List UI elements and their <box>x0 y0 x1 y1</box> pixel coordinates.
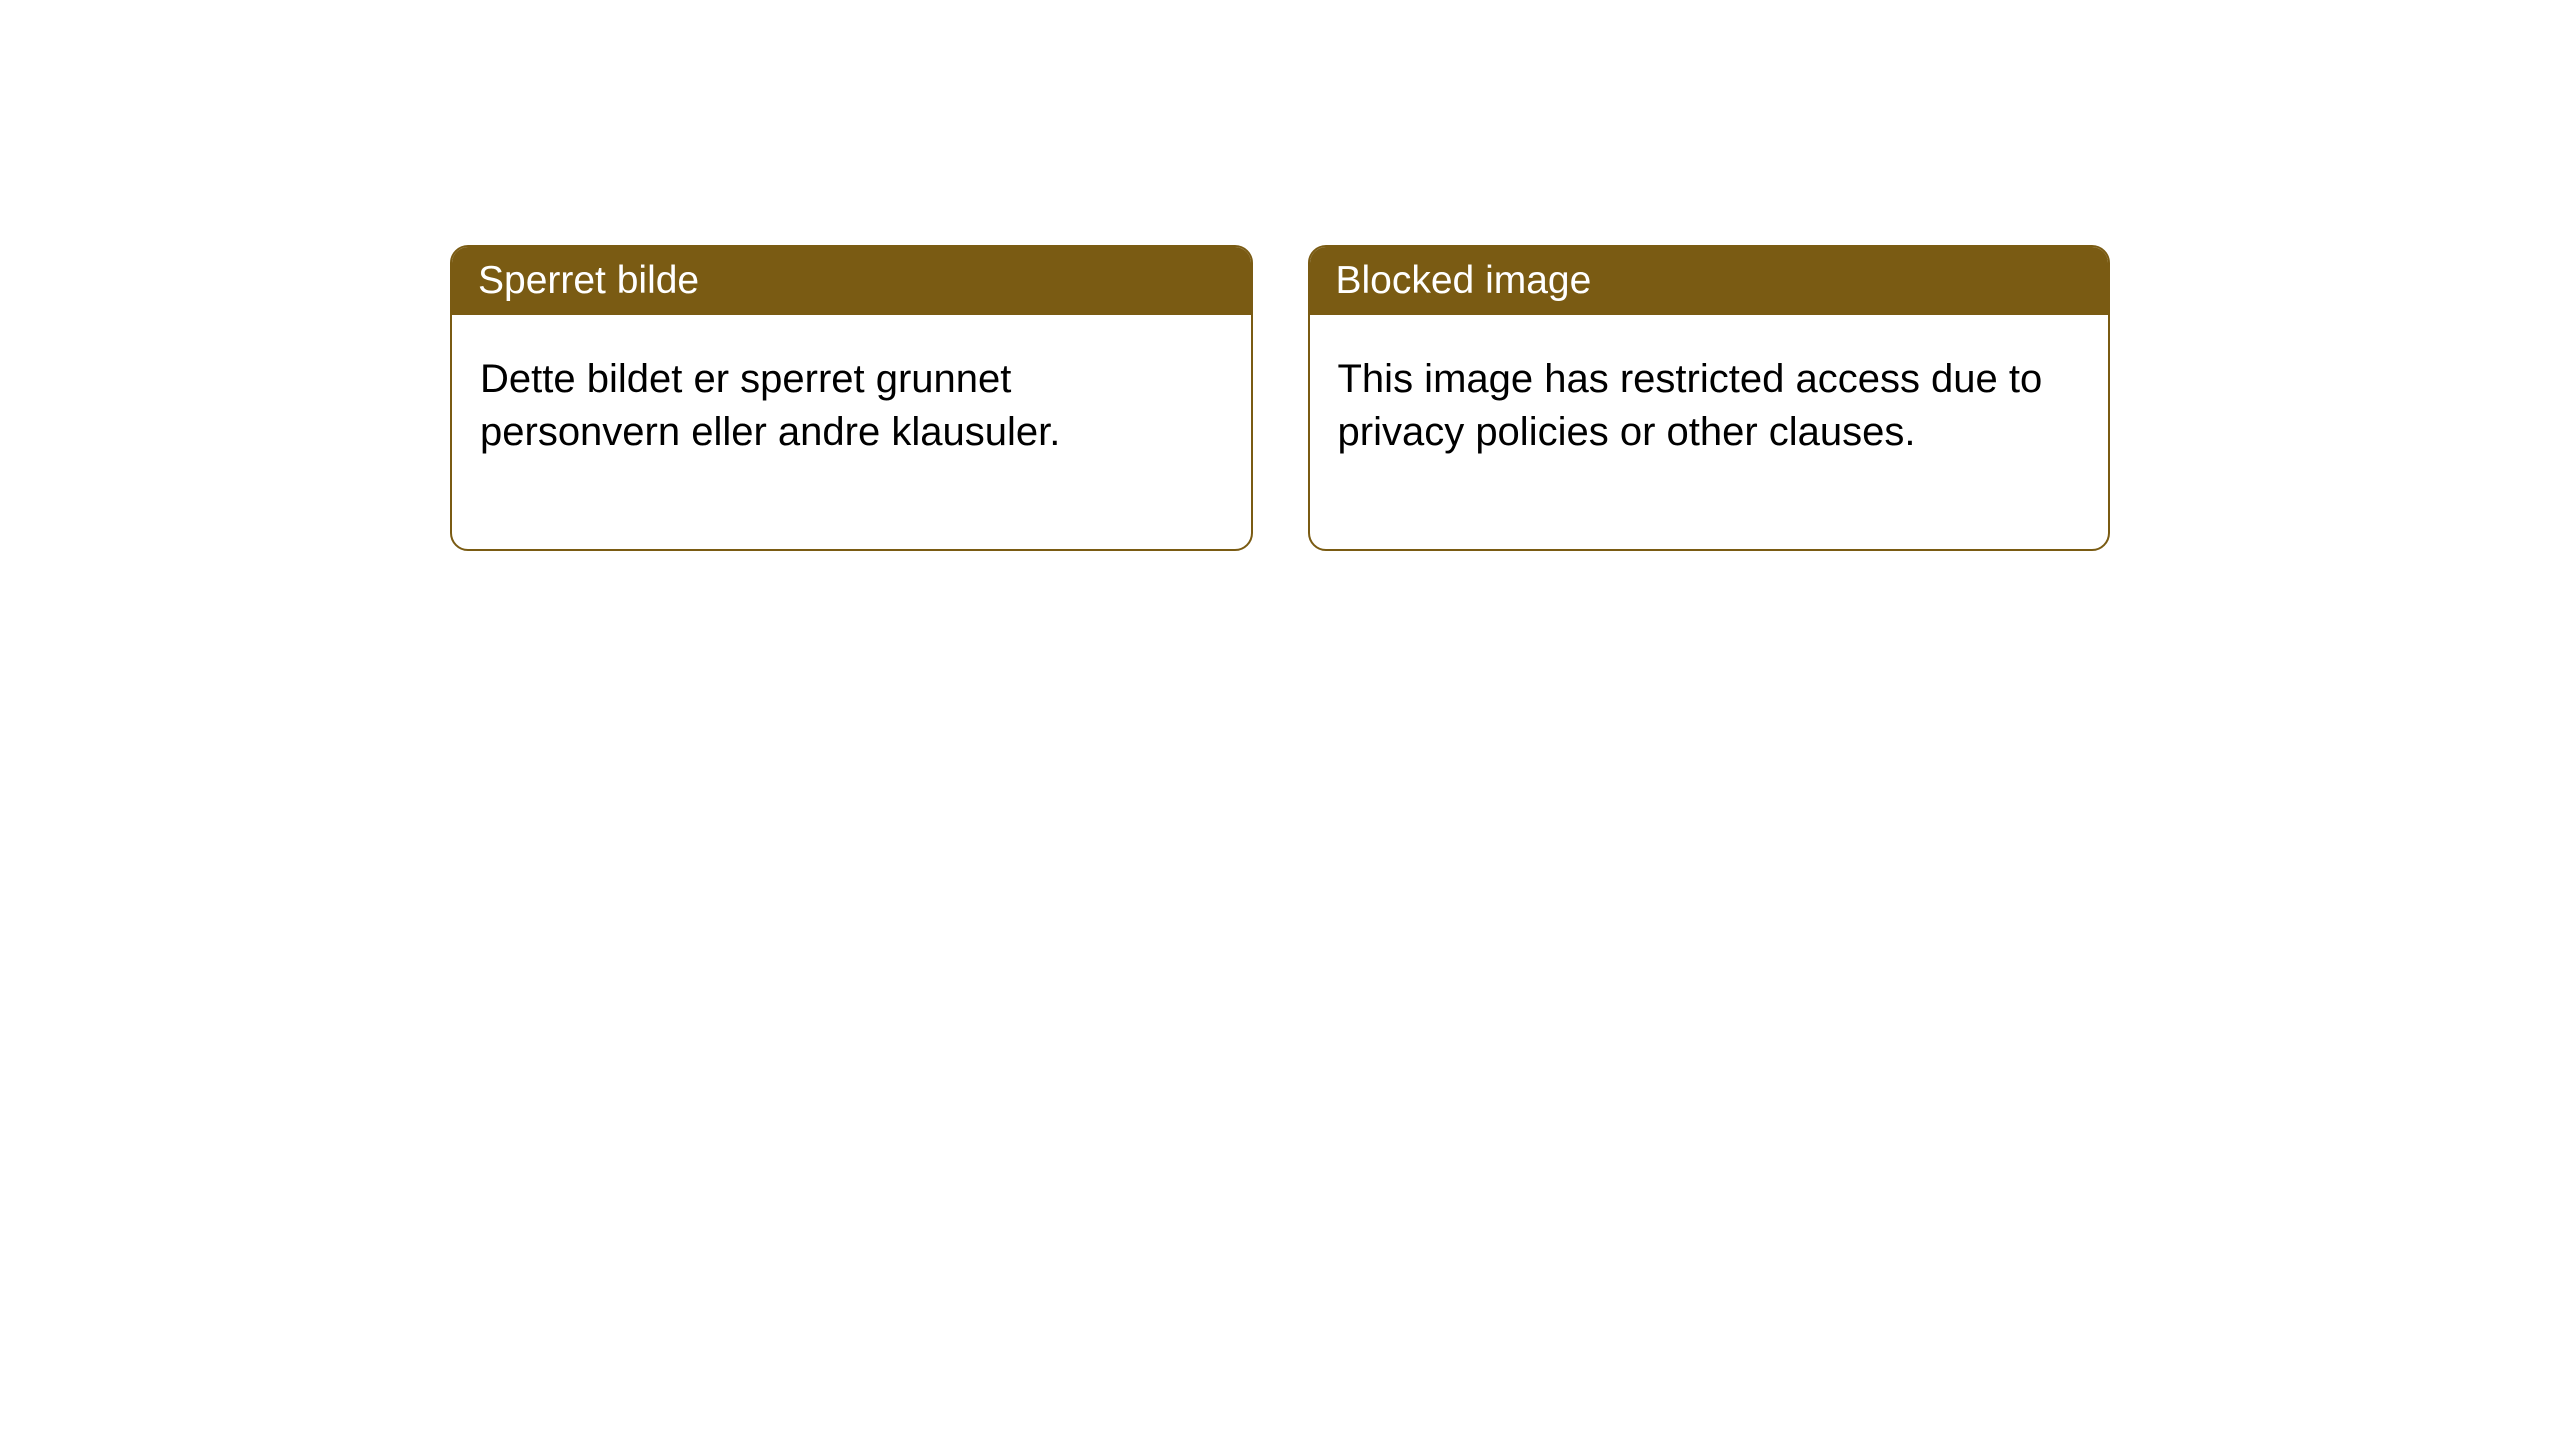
card-body: This image has restricted access due to … <box>1310 315 2109 549</box>
blocked-image-card-no: Sperret bilde Dette bildet er sperret gr… <box>450 245 1253 551</box>
card-title: Sperret bilde <box>452 247 1251 315</box>
card-title: Blocked image <box>1310 247 2109 315</box>
card-body: Dette bildet er sperret grunnet personve… <box>452 315 1251 549</box>
blocked-image-card-en: Blocked image This image has restricted … <box>1308 245 2111 551</box>
cards-row: Sperret bilde Dette bildet er sperret gr… <box>0 0 2560 796</box>
